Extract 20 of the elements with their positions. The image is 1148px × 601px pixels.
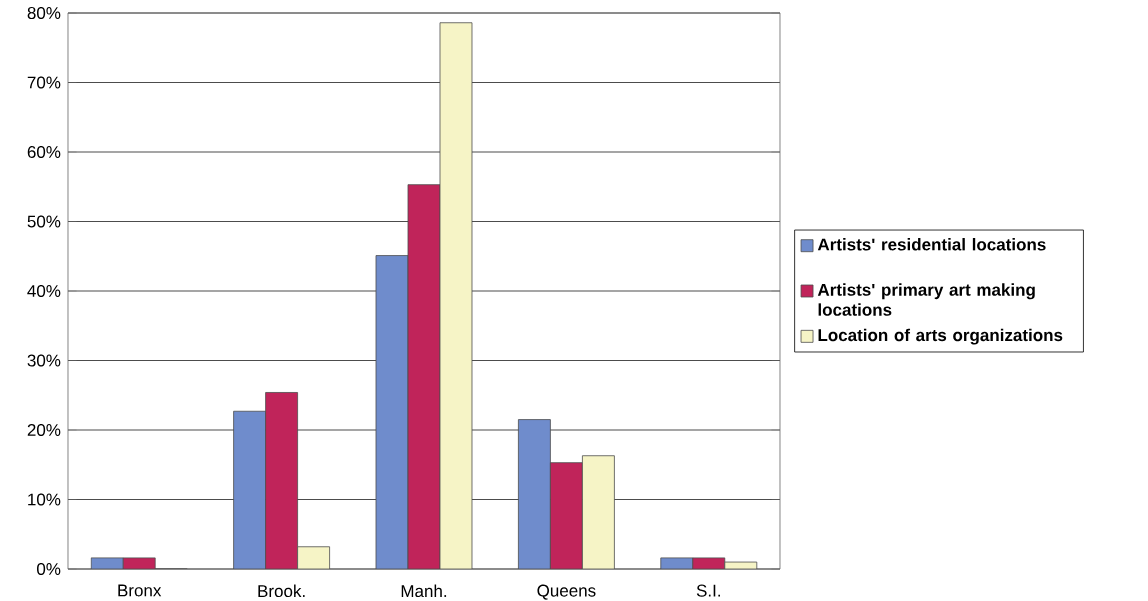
- bar: [582, 455, 615, 569]
- x-tick-label: S.I.: [696, 584, 720, 597]
- y-tick-label: 20%: [27, 424, 61, 437]
- y-tick-label: 50%: [27, 215, 61, 228]
- y-tick-label: 10%: [28, 493, 61, 506]
- x-tick-label: Queens: [537, 584, 596, 600]
- legend-label: Location of arts organizations: [818, 328, 1063, 345]
- bar: [439, 22, 473, 569]
- y-tick-label: 70%: [27, 76, 61, 89]
- x-tick-label: Manh.: [401, 584, 447, 598]
- y-tick-label: 40%: [27, 285, 61, 298]
- y-tick-label: 60%: [27, 146, 61, 159]
- x-tick-label: Brook.: [258, 584, 305, 598]
- legend-label: Artists' primary art making locations: [817, 283, 1035, 316]
- y-tick-label: 80%: [27, 7, 61, 20]
- bar: [297, 546, 330, 569]
- x-tick-label: Bronx: [118, 584, 162, 597]
- legend-label: Artists' residential locations: [817, 238, 1046, 251]
- y-tick-label: 0%: [37, 563, 61, 576]
- y-tick-label: 30%: [27, 354, 61, 367]
